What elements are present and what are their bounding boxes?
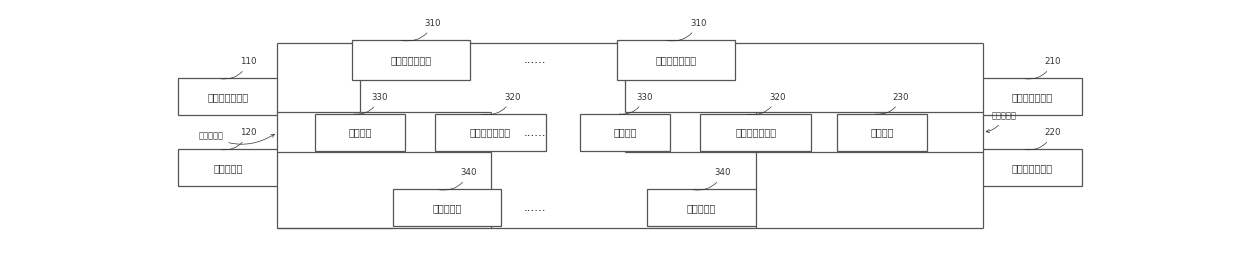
Text: 第二全控型模块: 第二全控型模块 [1012,92,1053,102]
Text: 第五全控型模块: 第五全控型模块 [735,127,776,137]
Bar [837,114,926,151]
Text: 210: 210 [1025,58,1060,79]
Text: 第一连接点: 第一连接点 [198,131,274,144]
Text: 110: 110 [221,58,257,79]
Text: 330: 330 [619,93,652,114]
Text: 120: 120 [221,128,257,150]
Text: 第五全控型模块: 第五全控型模块 [470,127,511,137]
Text: 第一全控型模块: 第一全控型模块 [207,92,248,102]
Text: 220: 220 [1025,128,1060,150]
Text: 230: 230 [875,93,909,114]
Text: 310: 310 [402,19,441,41]
Text: 第一二极管: 第一二极管 [213,163,243,173]
Bar [179,78,278,115]
Bar [982,149,1081,186]
Text: ......: ...... [523,53,546,66]
Text: 第二电容: 第二电容 [614,127,637,137]
Bar [393,189,501,226]
Text: 第四全控型模块: 第四全控型模块 [391,55,432,65]
Bar [699,114,811,151]
Bar [352,40,470,80]
Text: 第二电容: 第二电容 [348,127,372,137]
Bar [315,114,405,151]
Text: 310: 310 [667,19,707,41]
Text: 330: 330 [355,93,388,114]
Text: ......: ...... [523,126,546,139]
Bar [179,149,278,186]
Bar [647,189,755,226]
Text: 第四全控型模块: 第四全控型模块 [655,55,697,65]
Bar [435,114,547,151]
Bar [618,40,734,80]
Text: 第三全控型模块: 第三全控型模块 [1012,163,1053,173]
Text: 第二二极管: 第二二极管 [687,203,715,213]
Bar [580,114,671,151]
Bar [982,78,1081,115]
Text: ......: ...... [523,201,546,214]
Text: 340: 340 [439,168,476,190]
Text: 第一电容: 第一电容 [870,127,894,137]
Text: 320: 320 [748,93,785,115]
Text: 第二二极管: 第二二极管 [433,203,461,213]
Text: 320: 320 [482,93,521,115]
Text: 340: 340 [693,168,730,190]
Text: 第二连接点: 第二连接点 [986,111,1017,133]
